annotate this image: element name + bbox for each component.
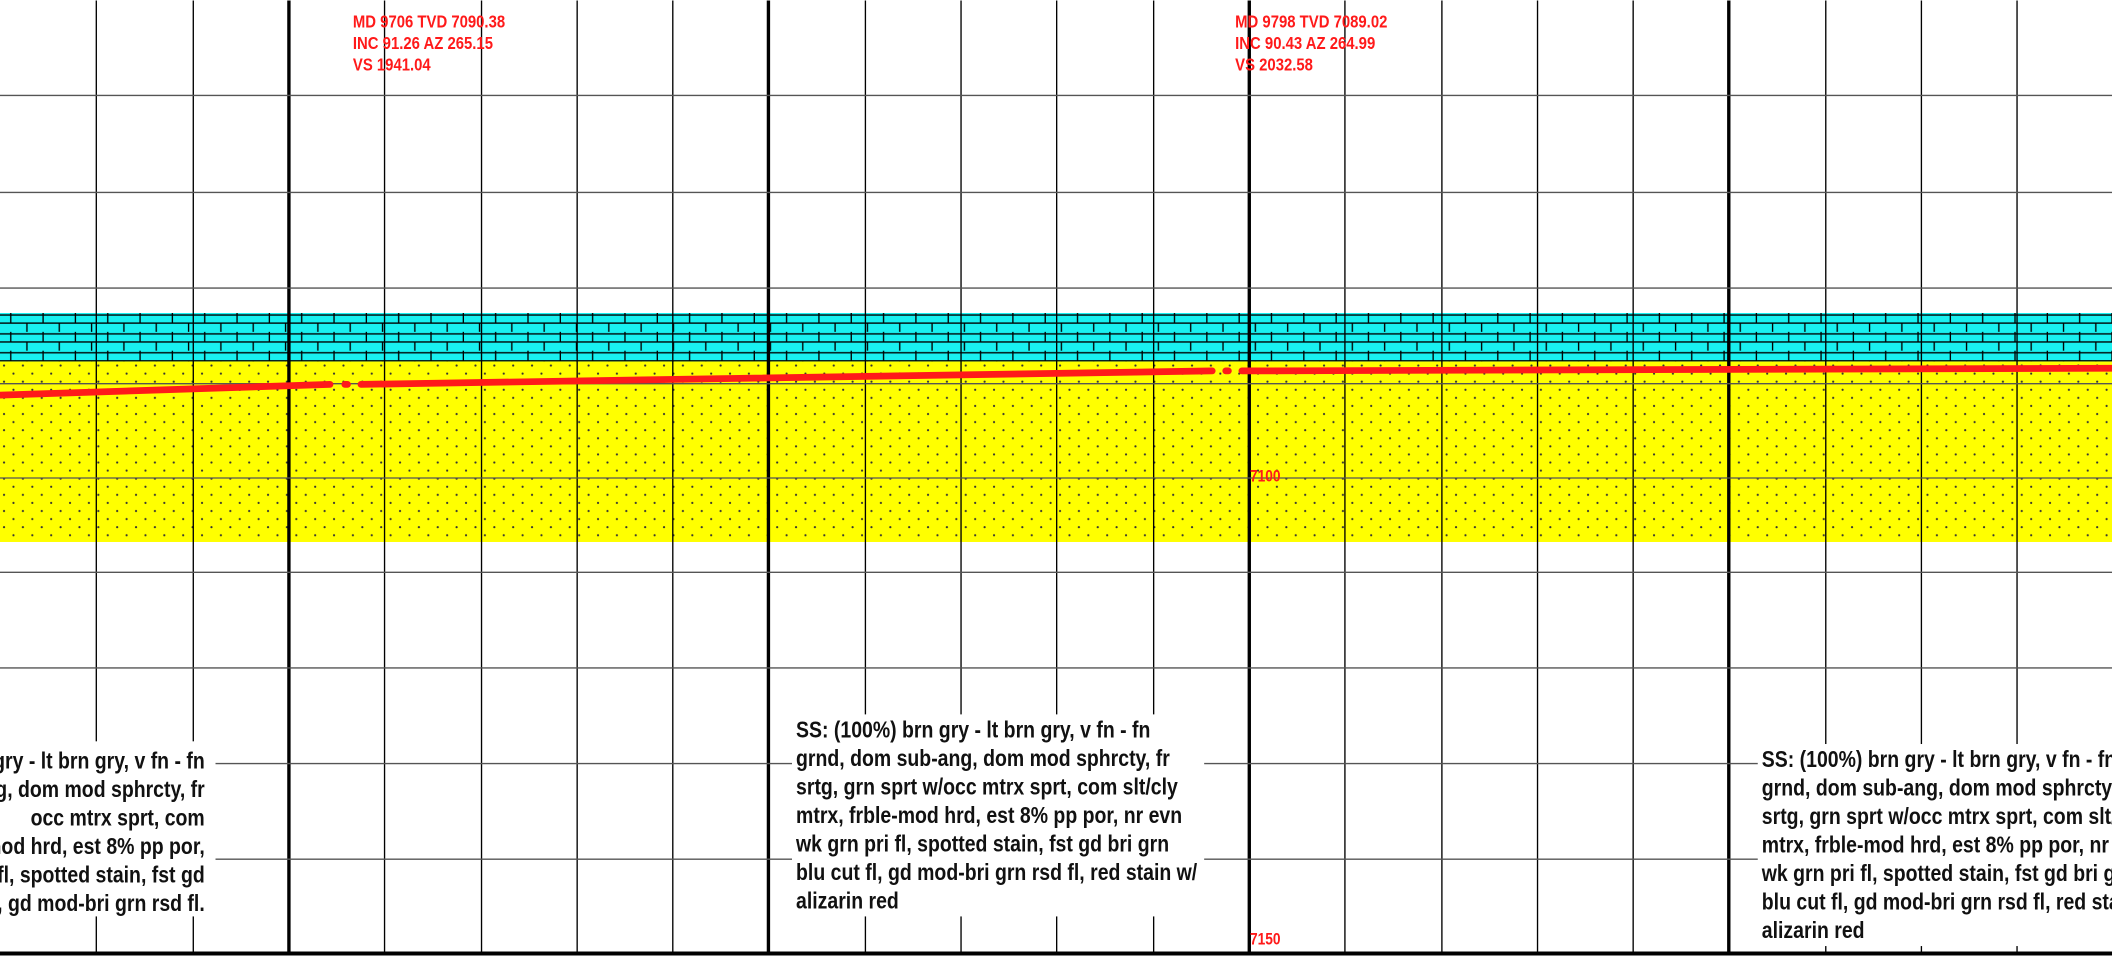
description-line: grnd, dom sub-ang, dom mod sphrcty, fr	[796, 745, 1170, 771]
description-line: alizarin red	[1762, 918, 1865, 944]
description-text: , gd mod-bri grn rsd fl.	[0, 891, 205, 917]
description-text: srtg, grn sprt w/occ mtrx sprt, com slt/…	[796, 774, 1178, 800]
description-text: wk grn pri fl, spotted stain, fst gd bri…	[1761, 861, 2112, 887]
depth-text: 7100	[1250, 467, 1281, 485]
description-line: SS: (100%) brn gry - lt brn gry, v fn - …	[796, 717, 1150, 743]
description-text: SS: (100%) brn gry - lt brn gry, v fn - …	[1762, 746, 2112, 772]
description-line: ang, dom mod sphrcty, fr	[0, 776, 205, 802]
description-line: mtrx, frble-mod hrd, est 8% pp por, nr e…	[1762, 832, 2112, 858]
description-text: e-mod hrd, est 8% pp por,	[0, 833, 205, 859]
survey-line: INC 91.26 AZ 265.15	[353, 34, 493, 53]
description-text: mtrx, frble-mod hrd, est 8% pp por, nr e…	[796, 802, 1182, 828]
description-text: blu cut fl, gd mod-bri grn rsd fl, red s…	[796, 860, 1197, 886]
description-background	[792, 714, 1205, 917]
well-path-segment	[357, 367, 1216, 388]
description-line: alizarin red	[796, 888, 899, 914]
description-line: srtg, grn sprt w/occ mtrx sprt, com slt/…	[1762, 804, 2112, 830]
description-line: grnd, dom sub-ang, dom mod sphrcty, fr	[1762, 775, 2112, 801]
survey-text: INC 90.43 AZ 264.99	[1235, 34, 1375, 53]
survey-line: MD 9798 TVD 7089.02	[1235, 12, 1387, 31]
description-text: occ mtrx sprt, com	[31, 805, 205, 831]
description-line: SS: (100%) brn gry - lt brn gry, v fn - …	[1762, 746, 2112, 772]
depth-label: 7150	[1250, 931, 1281, 949]
depth-text: 7150	[1250, 931, 1281, 949]
survey-text: MD 9798 TVD 7089.02	[1235, 12, 1387, 31]
description-text: grnd, dom sub-ang, dom mod sphrcty, fr	[796, 745, 1170, 771]
depth-label: 7100	[1250, 467, 1281, 485]
labels: MD 9706 TVD 7090.38 INC 91.26 AZ 265.15 VS…	[0, 12, 2112, 949]
description-text: wk grn pri fl, spotted stain, fst gd bri…	[795, 831, 1169, 857]
survey-text: MD 9706 TVD 7090.38	[353, 12, 505, 31]
description-text: SS: (100%) brn gry - lt brn gry, v fn - …	[796, 717, 1150, 743]
description-text: blu cut fl, gd mod-bri grn rsd fl, red s…	[1762, 889, 2112, 915]
description-text: alizarin red	[1762, 918, 1865, 944]
description-text: ri fl, spotted stain, fst gd	[0, 862, 205, 888]
well-path	[0, 364, 2112, 399]
well-path-segment	[1238, 364, 2112, 375]
survey-line: VS 2032.58	[1235, 55, 1313, 74]
description-line: ri fl, spotted stain, fst gd	[0, 862, 205, 888]
description-line: wk grn pri fl, spotted stain, fst gd bri…	[795, 831, 1169, 857]
description-text: srtg, grn sprt w/occ mtrx sprt, com slt/…	[1762, 804, 2112, 830]
survey-line: INC 90.43 AZ 264.99	[1235, 34, 1375, 53]
description-line: wk grn pri fl, spotted stain, fst gd bri…	[1761, 861, 2112, 887]
description-background	[1757, 744, 2112, 947]
well-path-segment	[0, 381, 334, 399]
description-line: occ mtrx sprt, com	[31, 805, 205, 831]
description-line: mtrx, frble-mod hrd, est 8% pp por, nr e…	[796, 802, 1182, 828]
survey-line: MD 9706 TVD 7090.38	[353, 12, 505, 31]
description-line: blu cut fl, gd mod-bri grn rsd fl, red s…	[1762, 889, 2112, 915]
description-text: grnd, dom sub-ang, dom mod sphrcty, fr	[1762, 775, 2112, 801]
survey-text: VS 2032.58	[1235, 55, 1313, 74]
description-text: gry - lt brn gry, v fn - fn	[0, 748, 205, 774]
description-background	[0, 741, 216, 917]
description-line: gry - lt brn gry, v fn - fn	[0, 748, 205, 774]
survey-text: INC 91.26 AZ 265.15	[353, 34, 493, 53]
description-line: blu cut fl, gd mod-bri grn rsd fl, red s…	[796, 860, 1197, 886]
description-text: ang, dom mod sphrcty, fr	[0, 776, 205, 802]
description-line: e-mod hrd, est 8% pp por,	[0, 833, 205, 859]
description-line: , gd mod-bri grn rsd fl.	[0, 891, 205, 917]
survey-line: VS 1941.04	[353, 55, 431, 74]
survey-text: VS 1941.04	[353, 55, 431, 74]
description-text: alizarin red	[796, 888, 899, 914]
description-line: srtg, grn sprt w/occ mtrx sprt, com slt/…	[796, 774, 1178, 800]
description-text: mtrx, frble-mod hrd, est 8% pp por, nr e…	[1762, 832, 2112, 858]
